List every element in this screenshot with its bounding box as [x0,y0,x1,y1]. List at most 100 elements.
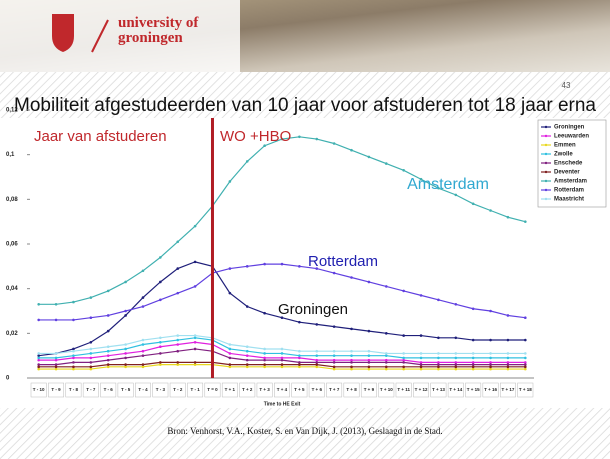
y-tick-label: 0,04 [6,286,18,292]
point [384,332,388,335]
point [159,298,162,302]
x-tick-box [360,382,377,398]
x-tick-box [378,382,395,398]
point [245,354,249,357]
x-tick-box [48,382,65,398]
point [332,271,336,275]
legend-label: Leeuwarden [554,134,589,140]
point [37,303,40,306]
point [524,316,527,320]
legend-marker [544,197,548,201]
x-tick-box [395,382,412,398]
x-tick-label: T + 4 [277,387,288,392]
x-tick-label: T + 15 [467,387,480,392]
x-tick-label: T + 13 [432,387,445,392]
point [437,363,440,366]
point [402,356,405,360]
point [471,352,475,355]
point [141,349,145,353]
point [315,323,319,326]
point [367,365,371,369]
point [315,363,319,366]
point [419,352,423,355]
point [159,336,162,340]
point [298,265,301,268]
x-tick-box [308,382,325,398]
point [489,338,492,342]
point [298,361,301,364]
point [454,193,458,197]
x-tick-label: T + 1 [225,387,236,392]
x-tick-box [291,382,308,398]
point [367,354,371,357]
point [263,356,266,360]
x-tick-label: T - 7 [86,387,96,392]
point [72,354,75,357]
point [437,336,440,340]
point [54,367,58,371]
point [471,367,475,371]
legend-label: Enschede [554,161,583,167]
point [471,365,475,369]
point [332,325,336,328]
point [489,309,492,313]
legend-label: Maastricht [554,197,584,203]
x-tick-box [117,382,134,398]
point [37,358,40,362]
point [106,365,110,369]
x-tick-label: T + 6 [312,387,323,392]
point [228,363,232,366]
point [176,267,180,270]
point [437,367,440,371]
point [298,363,301,366]
x-tick-box [204,382,221,398]
point [89,316,93,320]
point [176,349,180,353]
x-tick-box [274,382,290,398]
point [437,298,440,302]
point [402,169,405,172]
point [489,209,492,212]
x-tick-label: T + 7 [329,387,340,392]
point [54,356,58,360]
point [367,349,371,353]
x-tick-label: T - 2 [173,387,183,392]
point [245,363,249,366]
point [350,367,353,371]
point [437,352,440,355]
point [141,269,145,273]
point [280,358,284,362]
point [54,352,58,355]
point [89,347,93,351]
point [506,361,510,364]
point [489,365,492,369]
point [350,361,353,364]
point [193,285,197,288]
point [263,365,266,369]
page-number: 43 [562,81,571,90]
point [315,354,319,357]
point [298,135,301,139]
point [37,354,40,357]
x-tick-label: T - 9 [51,387,61,392]
legend-marker [544,161,548,165]
point [106,329,110,333]
point [228,180,232,183]
logo-slash [91,19,109,53]
point [37,367,40,371]
point [454,365,458,369]
x-tick-box [82,382,99,398]
legend-label: Groningen [554,125,585,131]
logo-area [0,0,240,72]
point [367,367,371,371]
point [315,361,319,364]
point [524,356,527,360]
point [228,356,232,360]
point [471,307,475,311]
annotation: Amsterdam [407,176,489,193]
point [315,349,319,353]
x-tick-label: T + 17 [501,387,514,392]
point [124,347,127,351]
point [437,365,440,369]
